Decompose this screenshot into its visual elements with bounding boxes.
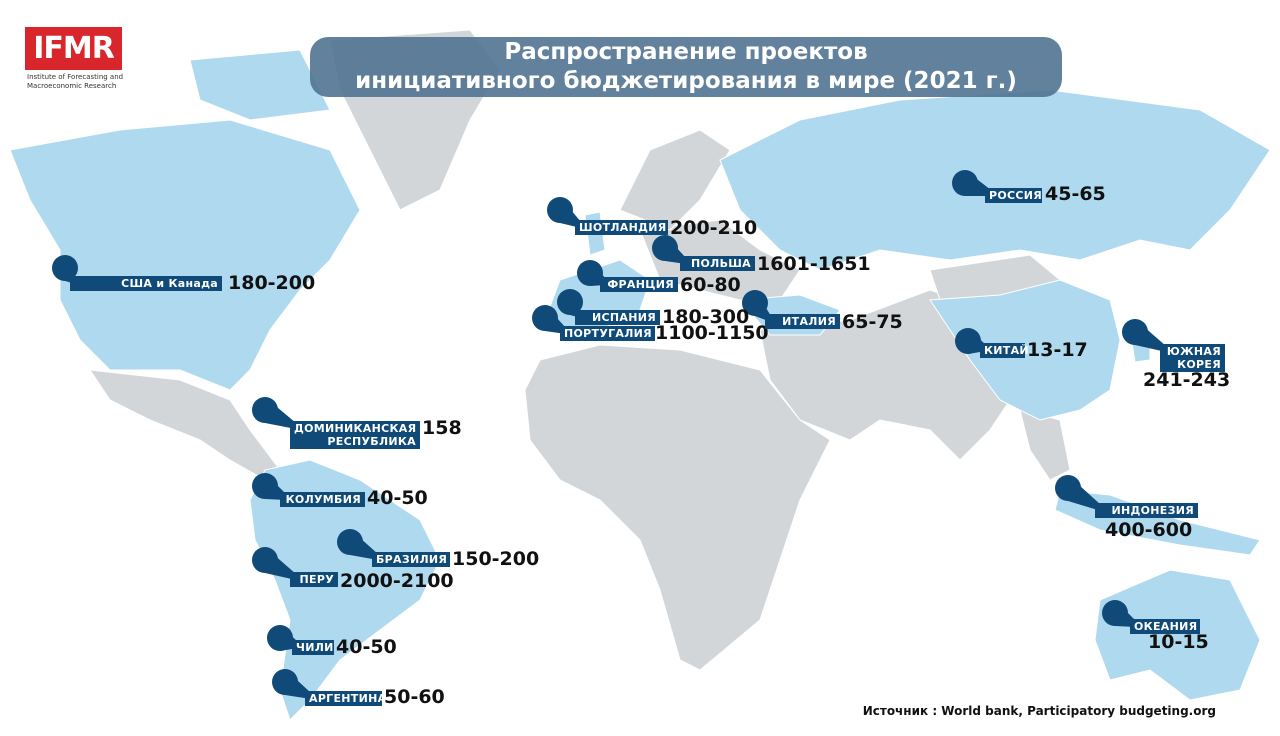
marker-value: 180-200 [228,272,316,294]
marker-value: 10-15 [1148,631,1209,653]
marker-label: ИСПАНИЯ [575,310,660,325]
marker-value: 200-210 [670,217,758,239]
logo-subtitle: Institute of Forecasting and Macroeconom… [27,73,123,91]
pin-tail [1068,475,1101,511]
marker-label: США и Канада [70,276,222,291]
source: Источник : World bank, Participatory bud… [862,704,1216,718]
marker-value: 158 [422,417,462,439]
marker-value: 65-75 [842,311,903,333]
marker-label: ИНДОНЕЗИЯ [1095,503,1198,518]
marker-value: 2000-2100 [340,570,454,592]
marker-value: 40-50 [336,636,397,658]
marker-pin [252,397,296,429]
marker-label: БРАЗИЛИЯ [372,552,450,567]
marker-label: ПОЛЬША [680,256,755,271]
marker-label: ШОТЛАНДИЯ [575,220,668,235]
canada-islands [189,49,331,121]
marker-value: 45-65 [1045,183,1106,205]
marker-value: 1100-1150 [655,322,769,344]
logo-subtitle-line: Macroeconomic Research [27,82,117,90]
marker-value: 400-600 [1105,519,1193,541]
marker-label: АРГЕНТИНА [305,691,386,706]
russia [719,89,1271,271]
marker-pin [1055,475,1101,511]
marker-label: ФРАНЦИЯ [600,277,678,292]
marker-label: КИТАЙ [980,343,1029,358]
logo: IFMR [25,27,122,70]
pin-tail [965,170,991,196]
marker-value: 150-200 [452,548,540,570]
africa [524,344,831,671]
logo-subtitle-line: Institute of Forecasting and [27,73,124,81]
marker-value: 40-50 [367,487,428,509]
mexico-central-america [88,369,281,481]
pin-tail [1135,319,1166,352]
marker-pin [1122,319,1166,352]
north-america [9,119,361,391]
marker-label: РОССИЯ [985,188,1042,203]
marker-value: 50-60 [384,686,445,708]
marker-pin [952,170,991,196]
marker-label: КОЛУМБИЯ [280,492,365,507]
pin-tail [265,547,296,580]
pin-tail [350,529,378,560]
marker-value: 241-243 [1143,369,1231,391]
marker-value: 60-80 [680,274,741,296]
scandinavia [619,129,731,231]
marker-pin [252,547,296,580]
marker-label: ЮЖНАЯ КОРЕЯ [1160,344,1225,372]
marker-label: ОКЕАНИЯ [1130,619,1200,634]
southeast-asia [1019,409,1071,481]
china [929,279,1121,421]
marker-label: ИТАЛИЯ [765,314,840,329]
marker-value: 13-17 [1027,339,1088,361]
title-line: Распространение проектов [504,39,868,65]
marker-label: ПОРТУГАЛИЯ [560,326,655,341]
marker-pin [272,669,311,699]
marker-label: ДОМИНИКАНСКАЯ РЕСПУБЛИКА [290,421,420,449]
title: Распространение проектов инициативного б… [310,37,1062,97]
marker-value: 180-300 [662,306,750,328]
marker-label: ЧИЛИ [292,640,334,655]
marker-label: ПЕРУ [290,572,338,587]
title-line: инициативного бюджетирования в мире (202… [355,68,1017,94]
marker-pin [337,529,378,560]
marker-value: 1601-1651 [757,253,871,275]
pin-tail [265,397,296,429]
australia [1094,569,1261,701]
pin-tail [285,669,311,699]
